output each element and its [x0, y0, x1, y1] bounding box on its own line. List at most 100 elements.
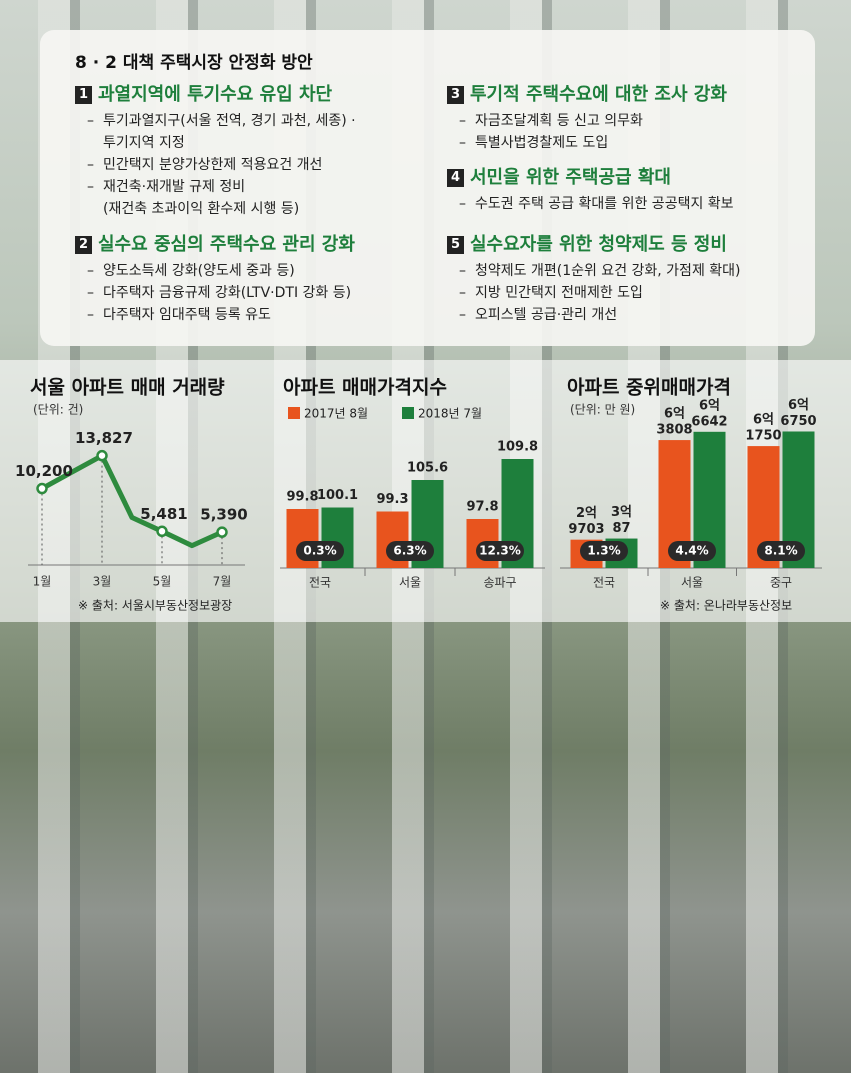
value-label: 3억 — [611, 505, 632, 520]
value-label: 109.8 — [497, 440, 538, 455]
item-list: 수도권 주택 공급 확대를 위한 공공택지 확보 — [447, 193, 734, 215]
change-label: 1.3% — [587, 544, 620, 558]
policy-title: 8 · 2 대책 주택시장 안정화 방안 — [75, 53, 313, 73]
item-line: (재건축 초과이익 환수제 시행 등) — [103, 201, 300, 217]
item-line: 오피스텔 공급·관리 개선 — [475, 307, 618, 323]
item-line: 재건축·재개발 규제 정비 — [103, 179, 246, 195]
chart-title: 아파트 매매가격지수 — [283, 377, 447, 399]
value-label: 99.8 — [286, 490, 318, 505]
section-number: 1 — [75, 86, 92, 104]
policy-item: 특별사법경찰제도 도입 — [447, 132, 727, 154]
policy-section: 1 과열지역에 투기수요 유입 차단투기과열지구(서울 전역, 경기 과천, 세종… — [75, 80, 356, 220]
x-tick-label: 7월 — [213, 575, 232, 589]
policy-item: 수도권 주택 공급 확대를 위한 공공택지 확보 — [447, 193, 734, 215]
point — [36, 482, 48, 495]
source: ※ 출처: 온나라부동산정보 — [660, 599, 792, 613]
x-tick-label: 5월 — [153, 575, 172, 589]
policy-item: 다주택자 금융규제 강화(LTV·DTI 강화 등) — [75, 282, 355, 304]
item-list: 투기과열지구(서울 전역, 경기 과천, 세종) · 투기지역 지정민간택지 분양… — [75, 110, 356, 220]
value-label: 2억 — [576, 506, 597, 521]
change-pill — [580, 541, 628, 561]
item-line: 투기지역 지정 — [103, 135, 185, 151]
value-label: 97.8 — [466, 500, 498, 515]
change-pill — [668, 541, 716, 561]
policy-section: 3 투기적 주택수요에 대한 조사 강화자금조달계획 등 신고 의무화특별사법경찰… — [447, 80, 727, 154]
chart-subtitle: (단위: 건) — [33, 403, 83, 417]
value-label: 5,481 — [140, 505, 187, 523]
policy-item: 재건축·재개발 규제 정비 (재건축 초과이익 환수제 시행 등) — [75, 176, 356, 220]
chart-subtitle: (단위: 만 원) — [570, 403, 635, 417]
source: ※ 출처: 서울시부동산정보광장 — [78, 599, 232, 613]
line — [40, 453, 224, 549]
change-label: 4.4% — [675, 544, 708, 558]
legend-label: 2018년 7월 — [418, 407, 482, 421]
change-pill — [757, 541, 805, 561]
point — [216, 526, 228, 538]
value-label: 87 — [612, 521, 630, 536]
item-line: 청약제도 개편(1순위 요건 강화, 가점제 확대) — [475, 263, 741, 279]
chart-title: 서울 아파트 매매 거래량 — [30, 377, 225, 399]
x-tick-label: 서울 — [681, 576, 703, 590]
section-number: 3 — [447, 86, 464, 104]
x-tick-label: 전국 — [309, 576, 331, 590]
value-label: 100.1 — [317, 488, 358, 503]
x-tick-label: 3월 — [93, 575, 112, 589]
change-label: 8.1% — [764, 544, 797, 558]
item-line: 다주택자 금융규제 강화(LTV·DTI 강화 등) — [103, 285, 352, 301]
point — [156, 525, 168, 538]
section-heading: 1 과열지역에 투기수요 유입 차단 — [75, 80, 356, 106]
change-pill — [476, 541, 524, 561]
value-label: 6억 — [788, 398, 809, 413]
policy-section: 5 실수요자를 위한 청약제도 등 정비청약제도 개편(1순위 요건 강화, 가점… — [447, 230, 741, 326]
value-label: 105.6 — [407, 461, 448, 476]
item-list: 청약제도 개편(1순위 요건 강화, 가점제 확대) 지방 민간택지 전매제한 도… — [447, 260, 741, 326]
value-label: 5,390 — [200, 506, 247, 524]
section-heading: 5 실수요자를 위한 청약제도 등 정비 — [447, 230, 741, 256]
item-line: 특별사법경찰제도 도입 — [475, 135, 609, 151]
section-number: 5 — [447, 236, 464, 254]
heading-text: 서민을 위한 주택공급 확대 — [470, 167, 671, 188]
section-number: 4 — [447, 169, 464, 187]
value-label: 6억 — [753, 413, 774, 428]
chart-title: 아파트 중위매매가격 — [567, 377, 731, 399]
value-label: 3808 — [656, 423, 692, 438]
item-list: 자금조달계획 등 신고 의무화특별사법경찰제도 도입 — [447, 110, 727, 154]
change-pill — [296, 541, 344, 561]
value-label: 6억 — [699, 398, 720, 413]
item-line: 지방 민간택지 전매제한 도입 — [475, 285, 643, 301]
x-tick-label: 서울 — [399, 576, 421, 590]
legend-label: 2017년 8월 — [304, 407, 368, 421]
section-heading: 2 실수요 중심의 주택수요 관리 강화 — [75, 230, 355, 256]
policy-item: 다주택자 임대주택 등록 유도 — [75, 304, 355, 326]
section-number: 2 — [75, 236, 92, 254]
policy-item: 자금조달계획 등 신고 의무화 — [447, 110, 727, 132]
x-tick-label: 중구 — [770, 576, 792, 590]
x-tick-label: 송파구 — [483, 576, 516, 590]
x-tick-label: 전국 — [593, 576, 615, 590]
value-label: 1750 — [745, 429, 781, 444]
value-label: 6750 — [780, 414, 816, 429]
item-list: 양도소득세 강화(양도세 중과 등) 다주택자 금융규제 강화(LTV·DTI 강… — [75, 260, 355, 326]
legend-swatch — [402, 407, 414, 419]
heading-text: 투기적 주택수요에 대한 조사 강화 — [470, 84, 727, 105]
value-label: 10,200 — [15, 462, 73, 480]
x-tick-label: 1월 — [33, 575, 52, 589]
heading-text: 실수요 중심의 주택수요 관리 강화 — [98, 234, 355, 255]
value-label: 6642 — [691, 414, 727, 429]
policy-item: 양도소득세 강화(양도세 중과 등) — [75, 260, 355, 282]
legend-swatch — [288, 407, 300, 419]
policy-item: 오피스텔 공급·관리 개선 — [447, 304, 741, 326]
item-line: 수도권 주택 공급 확대를 위한 공공택지 확보 — [475, 196, 734, 212]
section-heading: 4 서민을 위한 주택공급 확대 — [447, 163, 734, 189]
heading-text: 실수요자를 위한 청약제도 등 정비 — [470, 234, 727, 255]
change-label: 6.3% — [393, 544, 426, 558]
policy-item: 민간택지 분양가상한제 적용요건 개선 — [75, 154, 356, 176]
value-label: 13,827 — [75, 429, 133, 447]
policy-item: 지방 민간택지 전매제한 도입 — [447, 282, 741, 304]
item-line: 투기과열지구(서울 전역, 경기 과천, 세종) · — [103, 113, 356, 129]
change-label: 12.3% — [479, 544, 521, 558]
section-heading: 3 투기적 주택수요에 대한 조사 강화 — [447, 80, 727, 106]
